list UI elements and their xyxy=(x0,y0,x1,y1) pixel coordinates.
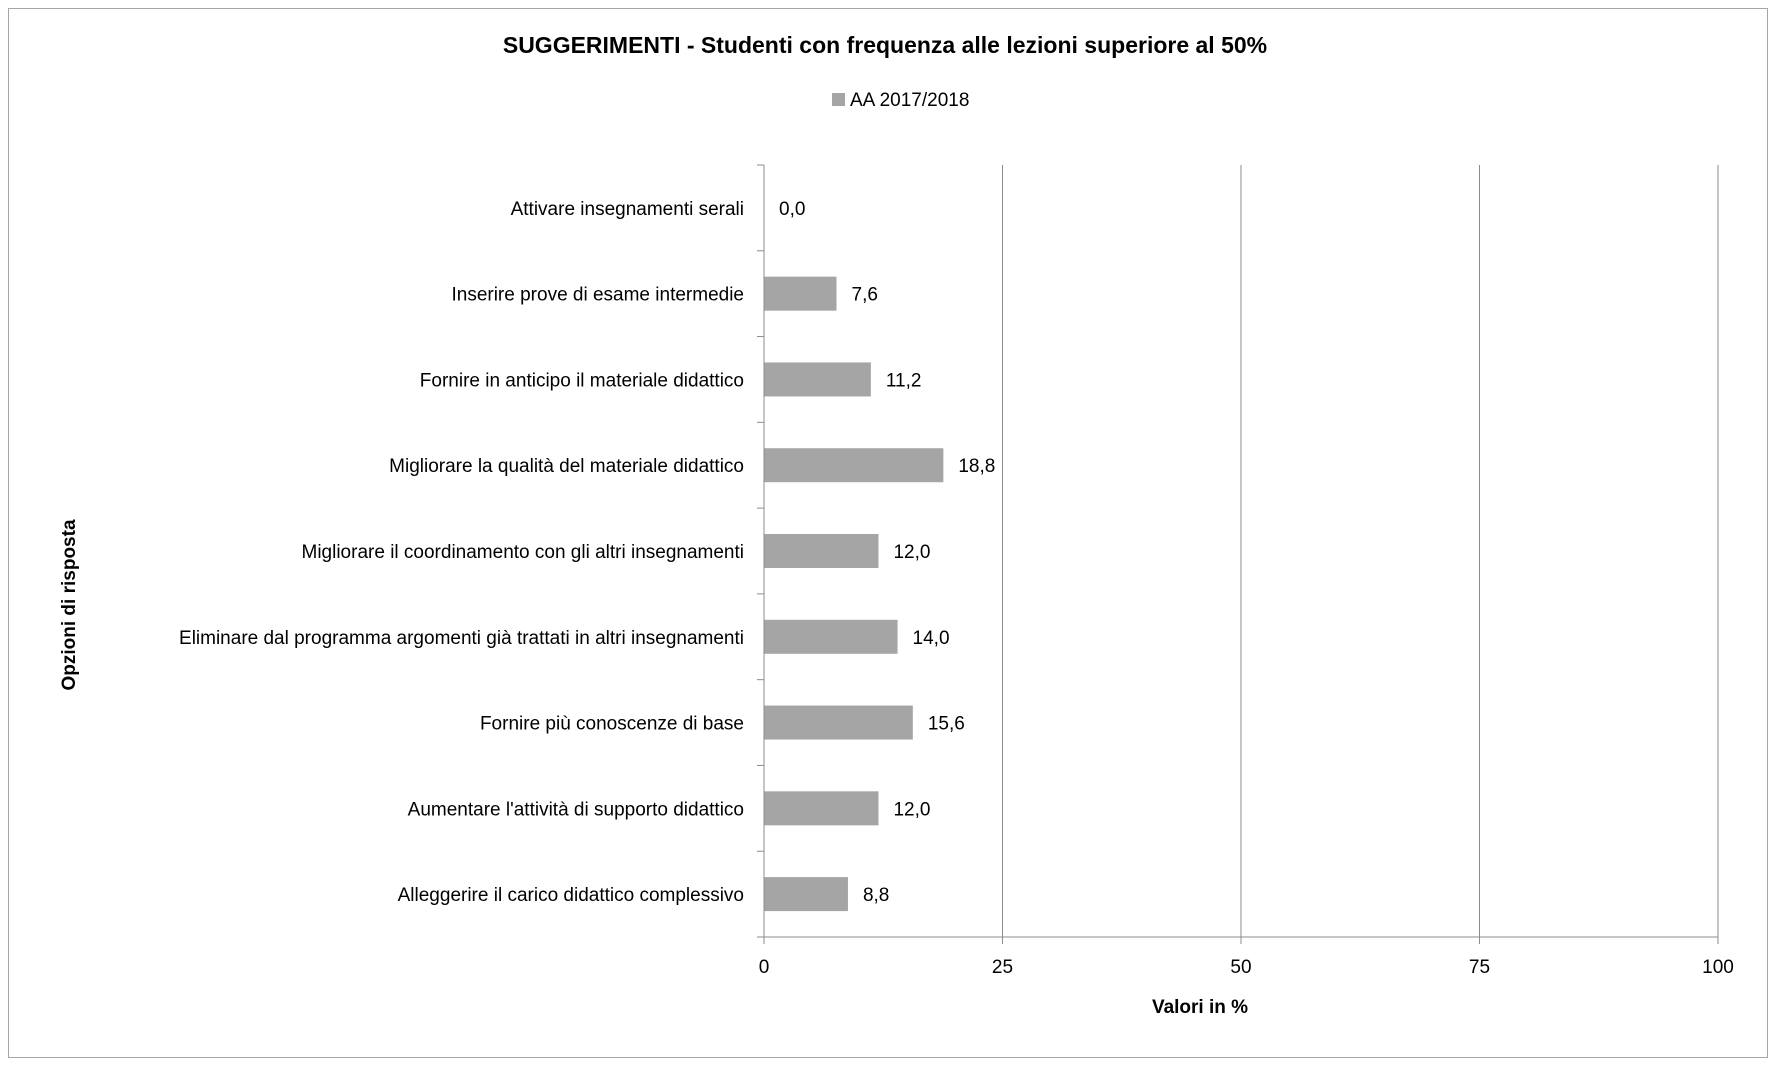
value-label: 0,0 xyxy=(779,199,805,220)
value-label: 15,6 xyxy=(928,714,965,735)
x-tick-label: 100 xyxy=(1702,957,1734,978)
value-label: 14,0 xyxy=(913,628,950,649)
category-label: Attivare insegnamenti serali xyxy=(511,199,744,220)
value-label: 12,0 xyxy=(893,542,930,563)
category-label: Inserire prove di esame intermedie xyxy=(451,285,744,306)
x-tick-label: 75 xyxy=(1469,957,1490,978)
x-axis-title: Valori in % xyxy=(1152,997,1248,1018)
category-label: Alleggerire il carico didattico compless… xyxy=(398,885,744,906)
bar xyxy=(764,619,898,654)
chart-title: SUGGERIMENTI - Studenti con frequenza al… xyxy=(503,32,1267,58)
category-label: Aumentare l'attività di supporto didatti… xyxy=(408,799,744,820)
bar xyxy=(764,448,944,483)
bar xyxy=(764,362,871,397)
labels: 0 25 50 75 100 Attivare insegnamenti serali 0,… xyxy=(179,199,1734,978)
bar xyxy=(764,877,848,912)
x-tick-label: 50 xyxy=(1230,957,1251,978)
bar xyxy=(764,705,913,740)
gridlines xyxy=(1002,165,1719,937)
value-label: 11,2 xyxy=(886,370,922,391)
bars xyxy=(764,276,944,912)
chart-frame xyxy=(8,8,1768,1058)
value-label: 8,8 xyxy=(863,885,889,906)
category-label: Migliorare la qualità del materiale dida… xyxy=(389,456,744,477)
x-tick-label: 0 xyxy=(759,957,770,978)
value-label: 12,0 xyxy=(893,799,930,820)
category-label: Migliorare il coordinamento con gli altr… xyxy=(302,542,745,563)
bar xyxy=(764,534,879,568)
category-label: Fornire più conoscenze di base xyxy=(480,714,744,735)
bar xyxy=(764,791,879,826)
category-label: Eliminare dal programma argomenti già tr… xyxy=(179,628,744,649)
value-label: 7,6 xyxy=(852,285,878,306)
legend-label: AA 2017/2018 xyxy=(850,90,969,111)
legend-swatch xyxy=(832,93,845,106)
x-tick-label: 25 xyxy=(992,957,1013,978)
y-axis-title: Opzioni di risposta xyxy=(59,519,80,690)
legend: AA 2017/2018 xyxy=(832,90,969,111)
bar xyxy=(764,276,837,311)
value-label: 18,8 xyxy=(958,456,995,477)
category-label: Fornire in anticipo il materiale didatti… xyxy=(420,370,744,391)
axes xyxy=(757,164,1719,944)
